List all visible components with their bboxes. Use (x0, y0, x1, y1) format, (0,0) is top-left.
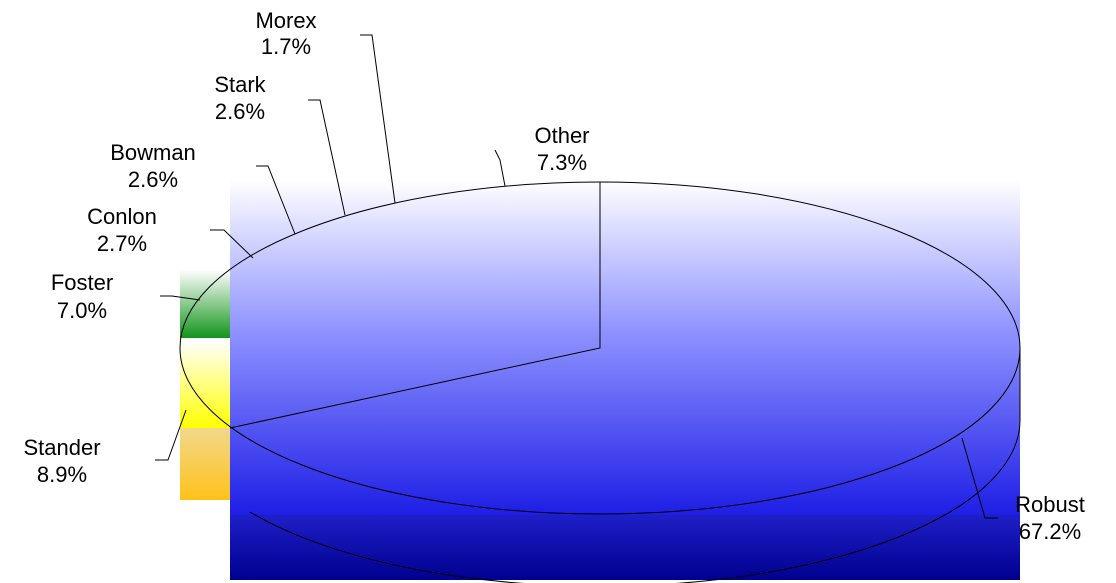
label-foster-value: 7.0% (57, 298, 107, 323)
label-conlon-value: 2.7% (97, 231, 147, 256)
robust-side-fill (230, 515, 1020, 580)
label-stander-name: Stander (23, 435, 100, 460)
label-robust-value: 67.2% (1019, 519, 1081, 544)
label-morex-name: Morex (255, 8, 316, 33)
label-stark-value: 2.6% (215, 99, 265, 124)
leader-bowman (256, 165, 296, 235)
robust-boundary (229, 182, 601, 429)
leader-stark (308, 99, 346, 216)
label-other-name: Other (534, 123, 589, 148)
label-stander-value: 8.9% (37, 462, 87, 487)
label-foster-name: Foster (51, 270, 113, 295)
label-other-value: 7.3% (537, 150, 587, 175)
leader-morex (360, 34, 396, 204)
pie-bottom-outline (249, 419, 1021, 583)
label-robust-name: Robust (1015, 492, 1085, 517)
stander-side-fill-bottom (180, 428, 232, 500)
leader-foster (160, 295, 201, 301)
foster-side-fill (180, 270, 232, 338)
robust-face-fill (230, 180, 1020, 515)
label-conlon-name: Conlon (87, 204, 157, 229)
label-stark-name: Stark (214, 72, 266, 97)
leader-robust (961, 437, 998, 519)
leader-stander (155, 409, 187, 461)
stander-side-fill-top (180, 340, 232, 428)
label-morex-value: 1.7% (261, 34, 311, 59)
label-bowman-name: Bowman (110, 140, 196, 165)
label-bowman-value: 2.6% (128, 167, 178, 192)
leader-other (494, 149, 506, 187)
leader-conlon (210, 229, 254, 259)
